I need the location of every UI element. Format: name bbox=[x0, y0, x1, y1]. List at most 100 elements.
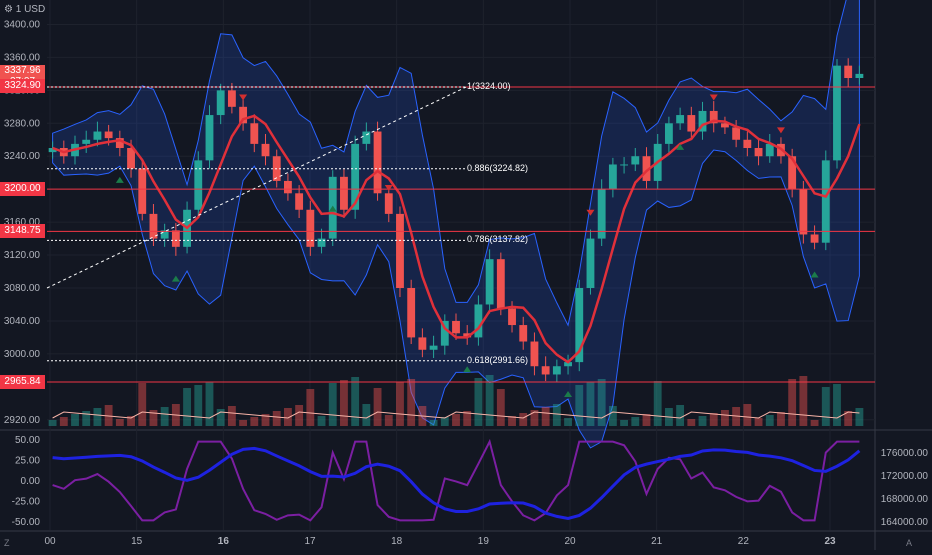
volume-bar bbox=[306, 389, 315, 426]
candle-body bbox=[855, 73, 864, 78]
volume-bar bbox=[485, 375, 494, 426]
volume-bar bbox=[777, 412, 785, 426]
price-tag: 2965.84 bbox=[0, 375, 45, 389]
candle-body bbox=[115, 138, 124, 148]
price-tick-label: 2920.00 bbox=[4, 415, 41, 426]
candle-body bbox=[508, 308, 516, 326]
volume-bar bbox=[396, 382, 404, 426]
price-tick-label: 3080.00 bbox=[4, 283, 41, 294]
volume-bar bbox=[564, 418, 572, 426]
candle-body bbox=[833, 65, 841, 161]
corner-left[interactable]: Z bbox=[4, 538, 10, 548]
volume-bar bbox=[597, 379, 606, 426]
volume-bar bbox=[93, 408, 102, 426]
moving-average-line bbox=[52, 114, 861, 364]
buy-signal-triangle bbox=[810, 271, 819, 278]
osc-tick-label: -25.00 bbox=[12, 497, 41, 508]
price-tick-label: 3280.00 bbox=[4, 118, 41, 129]
price-tick-label: 3120.00 bbox=[4, 250, 41, 261]
candle-body bbox=[306, 209, 315, 247]
time-tick-label: 15 bbox=[131, 536, 143, 547]
volume-bar bbox=[698, 416, 707, 426]
candle-body bbox=[418, 337, 427, 350]
volume-bar bbox=[631, 417, 640, 426]
candle-body bbox=[407, 288, 416, 338]
time-tick-label: 00 bbox=[44, 536, 56, 547]
sell-signal-triangle bbox=[776, 127, 785, 134]
volume-bar bbox=[687, 419, 696, 426]
price-tag: 3200.00 bbox=[0, 182, 45, 197]
candle-body bbox=[452, 320, 460, 334]
volume-bar bbox=[407, 379, 416, 426]
sell-signal-triangle bbox=[586, 209, 595, 216]
volume-bar bbox=[351, 377, 360, 426]
osc-tick-label: 0.00 bbox=[21, 476, 41, 487]
volume-bar bbox=[810, 420, 819, 426]
volume-axis-tick-label: 164000.00 bbox=[881, 517, 929, 528]
candle-body bbox=[429, 345, 438, 350]
volume-bar bbox=[855, 408, 864, 426]
candle-body bbox=[664, 123, 673, 144]
price-tag-label: 3324.90 bbox=[4, 80, 41, 92]
candle-body bbox=[844, 65, 853, 78]
candle-body bbox=[676, 115, 685, 124]
volume-bar bbox=[183, 388, 191, 426]
volume-bar bbox=[340, 380, 348, 426]
candle-body bbox=[698, 110, 707, 132]
candle-body bbox=[810, 234, 819, 243]
candle-body bbox=[340, 176, 348, 210]
volume-bar bbox=[328, 383, 337, 426]
candle-body bbox=[250, 123, 259, 144]
bollinger-band bbox=[52, 0, 860, 449]
buy-signal-triangle bbox=[463, 366, 472, 373]
candle-body bbox=[575, 288, 584, 363]
candle-body bbox=[104, 131, 113, 139]
volume-bar bbox=[127, 416, 135, 426]
volume-bar bbox=[149, 410, 158, 426]
candle-body bbox=[317, 238, 326, 247]
volume-bar bbox=[429, 420, 438, 426]
candle-body bbox=[93, 131, 102, 140]
volume-bar bbox=[160, 407, 169, 426]
gear-icon[interactable]: ⚙ bbox=[4, 4, 13, 15]
buy-signal-triangle bbox=[564, 390, 573, 397]
buy-signal-triangle bbox=[115, 176, 124, 183]
price-tag-label: 2965.84 bbox=[4, 376, 41, 387]
volume-bar bbox=[59, 417, 68, 426]
candle-body bbox=[552, 366, 561, 375]
candle-body bbox=[519, 325, 528, 342]
candle-body bbox=[82, 139, 91, 144]
volume-bar bbox=[496, 389, 505, 426]
candle-body bbox=[485, 259, 494, 305]
sell-signal-triangle bbox=[709, 94, 718, 101]
price-tick-label: 3000.00 bbox=[4, 349, 41, 360]
volume-axis-tick-label: 176000.00 bbox=[881, 448, 929, 459]
candle-body bbox=[48, 148, 57, 153]
volume-bar bbox=[608, 406, 617, 426]
corner-right[interactable]: A bbox=[905, 538, 912, 548]
candle-body bbox=[765, 143, 774, 157]
candle-body bbox=[227, 90, 236, 107]
volume-bar bbox=[653, 381, 662, 426]
candle-body bbox=[149, 213, 158, 239]
volume-bar bbox=[844, 411, 853, 426]
candle-body bbox=[597, 189, 606, 239]
time-tick-label: 17 bbox=[304, 536, 316, 547]
volume-bar bbox=[754, 418, 763, 426]
buy-signal-triangle bbox=[676, 143, 685, 150]
volume-bar bbox=[788, 379, 797, 426]
candle-body bbox=[530, 341, 539, 367]
volume-bar bbox=[821, 387, 830, 426]
buy-signal-triangle bbox=[171, 275, 180, 282]
price-tick-label: 3240.00 bbox=[4, 151, 41, 162]
volume-axis-tick-label: 172000.00 bbox=[881, 471, 929, 482]
candle-body bbox=[474, 304, 483, 338]
candle-body bbox=[396, 213, 404, 288]
candle-body bbox=[351, 143, 360, 210]
candle-body bbox=[373, 131, 382, 194]
candle-body bbox=[440, 320, 449, 346]
fib-level-label: 0.786(3137.82) bbox=[467, 234, 529, 245]
time-tick-label: 20 bbox=[564, 536, 576, 547]
